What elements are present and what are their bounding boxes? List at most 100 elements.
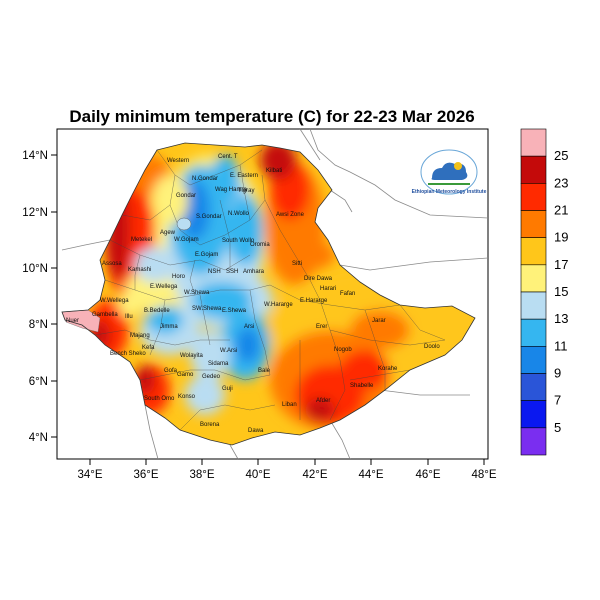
region-label: Gofa <box>164 368 178 374</box>
region-label: Fafan <box>340 291 355 297</box>
colorbar-swatch <box>520 373 547 401</box>
region-labels: Western Cent. T E. Eastern Kilbati N.Gon… <box>66 154 440 434</box>
region-label: Wag Hamra <box>215 187 247 193</box>
region-label: Liban <box>282 402 297 408</box>
region-label: N.Wollo <box>228 211 250 217</box>
region-label: Erer <box>316 324 327 330</box>
region-label: Doolo <box>424 344 440 350</box>
x-tick-label: 44°E <box>358 469 383 481</box>
colorbar-label: 23 <box>554 175 568 190</box>
region-label: Wolayita <box>180 353 204 359</box>
region-label: Arsi <box>244 324 254 330</box>
region-label: Gondar <box>176 193 196 199</box>
x-axis <box>89 459 485 465</box>
region-label: Sitti <box>292 261 302 267</box>
region-label: NSH <box>208 269 221 275</box>
colorbar-swatch <box>520 427 547 456</box>
region-label: Sidama <box>208 361 229 367</box>
x-tick-label: 48°E <box>471 469 496 481</box>
colorbar-swatch <box>520 400 547 429</box>
region-label: E.Wellega <box>150 284 178 290</box>
colorbar-label: 13 <box>554 311 568 326</box>
region-label: W.Wellega <box>100 298 129 304</box>
colorbar-label: 7 <box>554 393 561 408</box>
region-label: Shabelle <box>350 383 374 389</box>
region-label: Oromia <box>250 242 270 248</box>
institute-logo: Ethiopian Meteorology Institute <box>412 149 487 195</box>
region-label: N.Gondar <box>192 176 218 182</box>
region-label: W.Gojam <box>174 237 199 243</box>
region-label: Kefa <box>142 345 155 351</box>
x-tick-label: 42°E <box>302 469 327 481</box>
region-label: Jarar <box>372 318 386 324</box>
colorbar-swatch <box>520 346 547 374</box>
region-label: Jimma <box>160 324 178 330</box>
x-tick-label: 34°E <box>77 469 102 481</box>
region-label: Nuer <box>66 318 79 324</box>
region-label: Korahe <box>378 366 398 372</box>
region-label: Agew <box>160 230 176 236</box>
region-label: Kilbati <box>266 168 282 174</box>
region-label: E.Shewa <box>222 308 247 314</box>
y-tick-label: 12°N <box>22 207 48 219</box>
region-label: Konso <box>178 394 196 400</box>
colorbar: 25 23 21 19 17 15 13 11 9 7 5 <box>520 128 568 456</box>
region-label: Nogob <box>334 347 352 353</box>
region-label: South Omo <box>144 396 175 402</box>
y-tick-label: 14°N <box>22 150 48 162</box>
region-label: Bench Sheko <box>110 351 146 357</box>
colorbar-label: 11 <box>554 338 568 353</box>
region-label: B.Bedelle <box>144 308 170 314</box>
y-axis-labels: 14°N 12°N 10°N 8°N 6°N 4°N <box>22 150 48 444</box>
region-label: Dire Dawa <box>304 276 333 282</box>
region-label: South Wollo <box>222 238 255 244</box>
region-label: Gambella <box>92 312 118 318</box>
region-label: Assosa <box>102 261 122 267</box>
region-label: Majang <box>130 333 150 339</box>
region-label: Afder <box>316 398 330 404</box>
x-tick-label: 38°E <box>189 469 214 481</box>
region-label: Illu <box>125 314 133 320</box>
colorbar-swatch <box>520 210 547 238</box>
lake-tana <box>176 217 192 231</box>
region-label: W.Arsi <box>220 348 237 354</box>
colorbar-swatch <box>520 318 547 347</box>
colorbar-label: 21 <box>554 203 568 218</box>
y-tick-label: 8°N <box>29 319 48 331</box>
region-label: Cent. T <box>218 154 238 160</box>
y-tick-label: 10°N <box>22 263 48 275</box>
region-label: Borena <box>200 422 220 428</box>
region-label: Gedeo <box>202 374 221 380</box>
colorbar-swatch <box>520 128 547 157</box>
colorbar-swatch <box>520 264 547 293</box>
y-tick-label: 6°N <box>29 376 48 388</box>
map-title: Daily minimum temperature (C) for 22-23 … <box>69 107 474 126</box>
region-label: Bale <box>258 368 271 374</box>
x-tick-label: 46°E <box>415 469 440 481</box>
colorbar-label: 15 <box>554 284 568 299</box>
colorbar-swatch <box>520 291 547 320</box>
colorbar-label: 5 <box>554 420 561 435</box>
regional-boundaries <box>94 149 446 431</box>
region-label: SSH <box>226 269 238 275</box>
region-label: E.Hararge <box>300 298 328 304</box>
region-label: E. Eastern <box>230 173 258 179</box>
x-axis-labels: 34°E 36°E 38°E 40°E 42°E 44°E 46°E 48°E <box>77 469 496 481</box>
x-tick-label: 40°E <box>245 469 270 481</box>
region-label: Harari <box>320 286 336 292</box>
colorbar-label: 9 <box>554 366 561 381</box>
region-label: S.Gondar <box>196 214 222 220</box>
region-label: Horo <box>172 274 186 280</box>
region-label: Metekel <box>131 237 152 243</box>
region-label: W.Shewa <box>184 290 210 296</box>
logo-sun-icon <box>454 162 462 170</box>
region-label: W.Hararge <box>264 302 293 308</box>
colorbar-label: 17 <box>554 257 568 272</box>
colorbar-swatch <box>520 155 547 184</box>
logo-caption: Ethiopian Meteorology Institute <box>412 189 487 195</box>
colorbar-label: 19 <box>554 230 568 245</box>
x-tick-label: 36°E <box>133 469 158 481</box>
region-label: Amhara <box>243 269 265 275</box>
region-label: Tigray <box>238 188 254 194</box>
